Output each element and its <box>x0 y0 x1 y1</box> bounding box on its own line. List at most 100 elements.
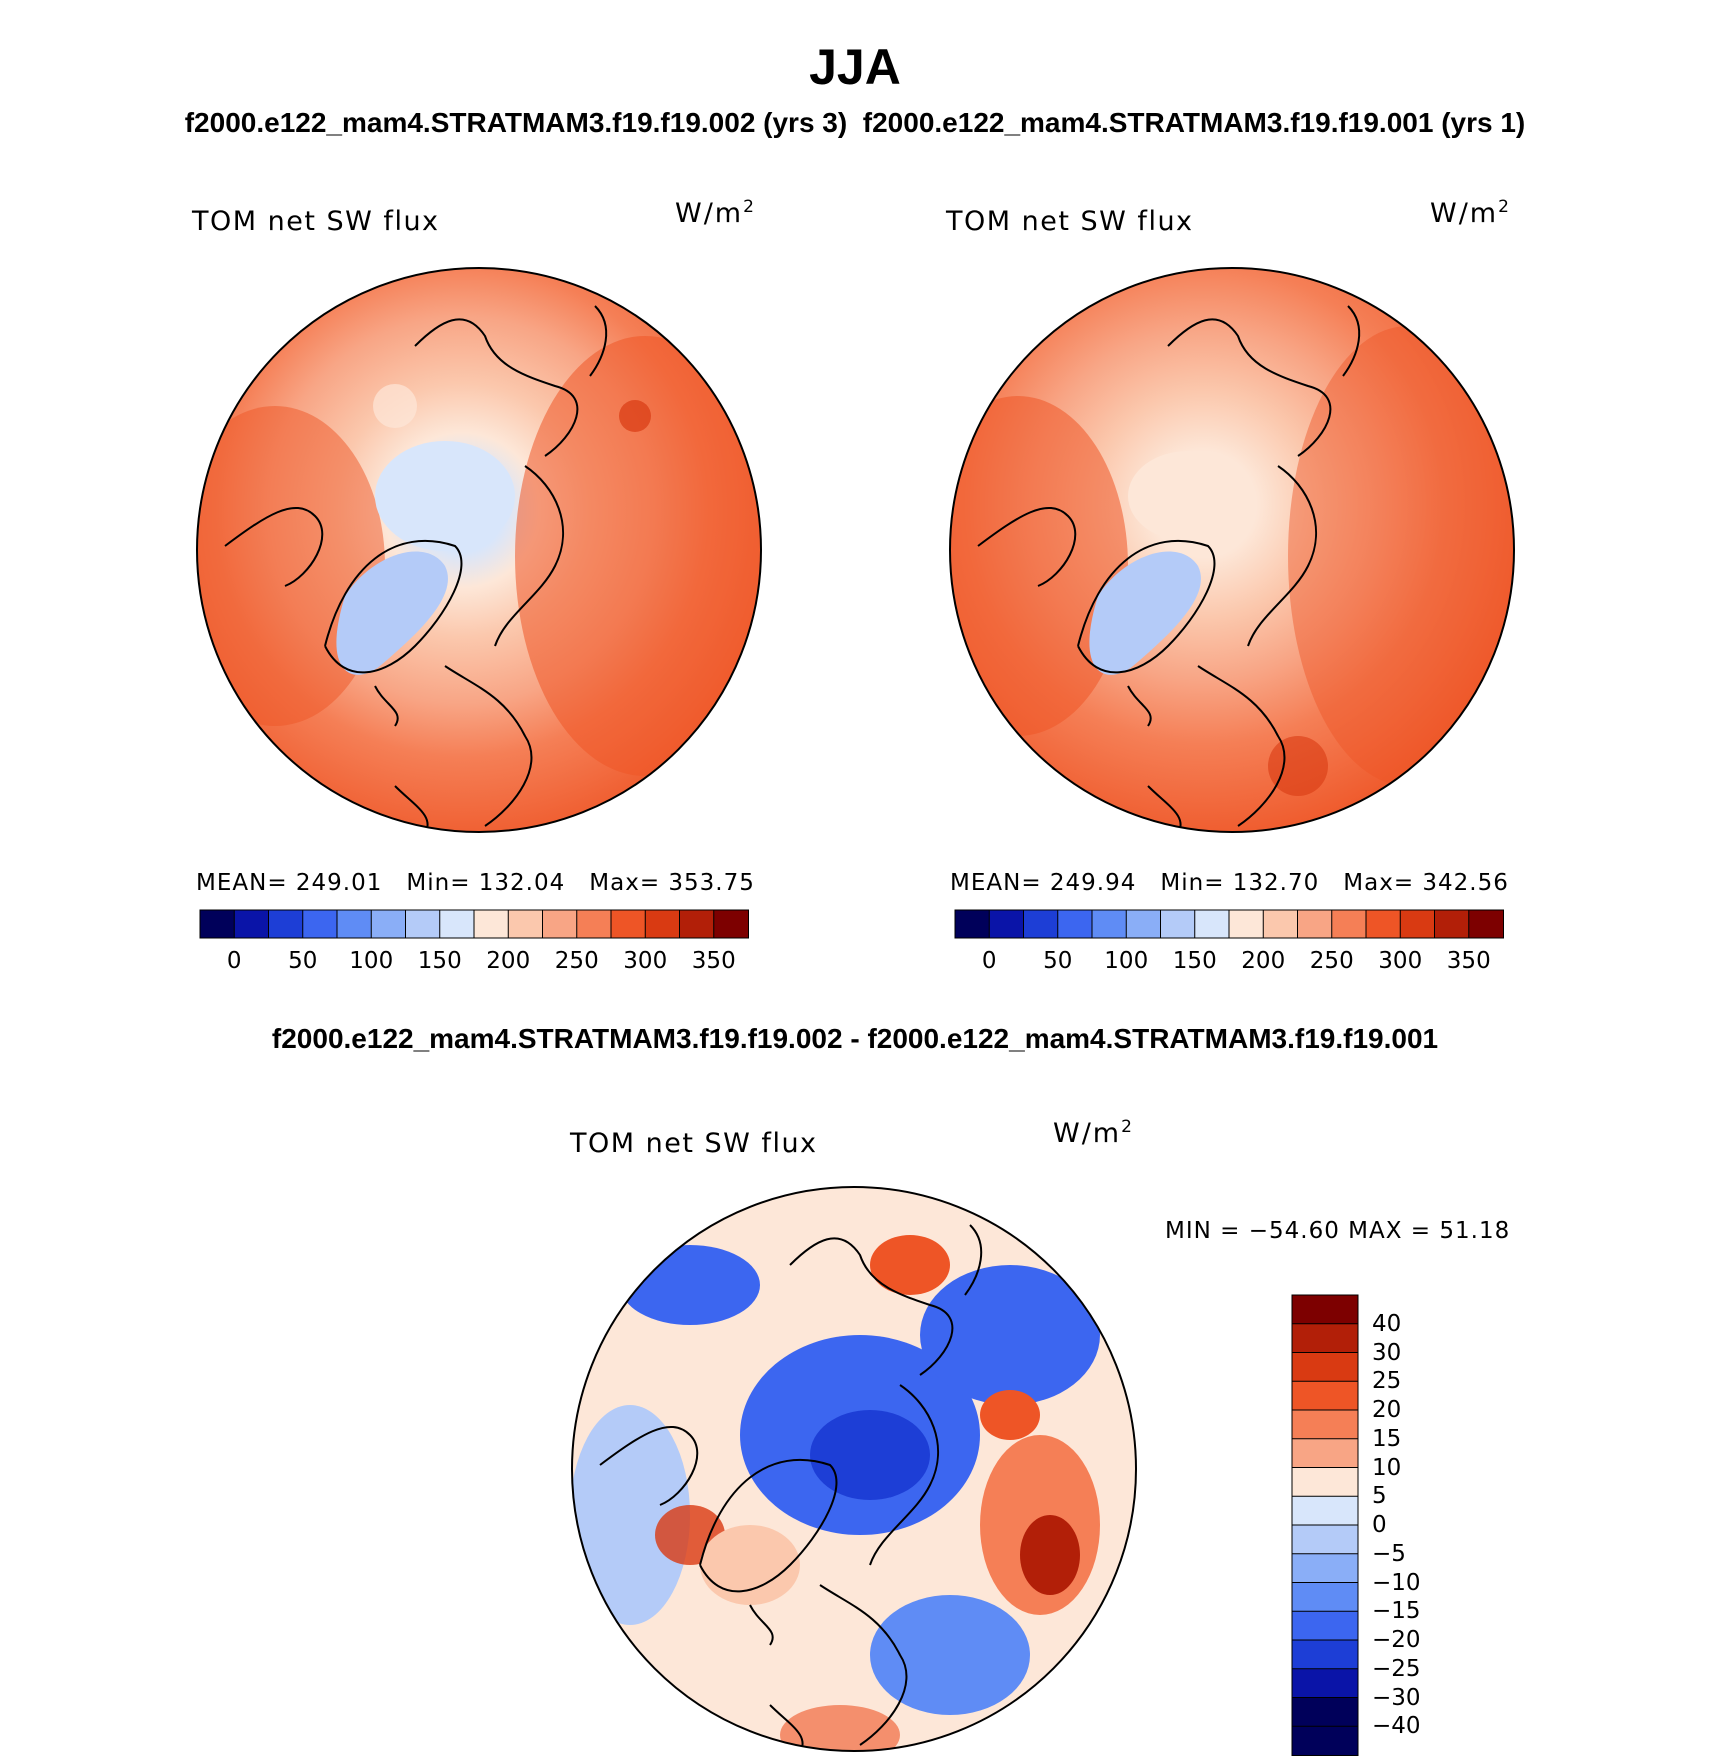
panel-1-max: Max= 353.75 <box>589 870 755 896</box>
panel-1-colorbar-swatch <box>507 909 544 939</box>
panel-2-colorbar-tick-label: 250 <box>1309 948 1354 974</box>
panel-3-coastlines <box>599 1224 983 1751</box>
panel-3-colorbar-swatch <box>1291 1495 1359 1526</box>
panel-2-max: Max= 342.56 <box>1343 870 1509 896</box>
panel-3-positive-n <box>870 1235 950 1295</box>
panel-2-warm-region <box>1288 326 1514 786</box>
panel-2-colorbar-swatch <box>1468 909 1504 939</box>
panel-2-colorbar-swatch <box>1434 909 1470 939</box>
panel-1-map-border <box>196 267 762 833</box>
panel-3-colorbar-swatch <box>1291 1582 1359 1613</box>
panel-2-arctic-region <box>1128 451 1248 541</box>
panel-3-colorbar-swatch <box>1291 1725 1359 1756</box>
panel-1-colorbar-swatch <box>713 909 749 939</box>
panel-1-colorbar-swatch <box>302 909 338 939</box>
panel-2-greenland-cold-region <box>1089 551 1201 675</box>
panel-3-colorbar-swatch <box>1291 1639 1359 1670</box>
panel-3-map <box>571 1186 1137 1752</box>
right-case-name: f2000.e122_mam4.STRATMAM3.f19.f19.001 (y… <box>862 107 1526 138</box>
panel-3-strong-positive-e <box>1020 1515 1080 1595</box>
panel-2-colorbar-swatch <box>1365 909 1402 939</box>
panel-2-patch <box>1268 736 1328 796</box>
panel-1-min: Min= 132.04 <box>406 870 566 896</box>
panel-3-negative-s <box>870 1595 1030 1715</box>
panel-3-colorbar-tick-label: −40 <box>1372 1713 1421 1740</box>
panel-2-coastlines <box>977 305 1361 832</box>
panel-1-colorbar-swatch <box>336 909 373 939</box>
panel-3-positive-ne <box>980 1390 1040 1440</box>
panel-1-variable: TOM net SW flux <box>192 206 440 237</box>
panel-3-colorbar-swatch <box>1291 1668 1359 1699</box>
panel-1-colorbar-swatch <box>268 909 304 939</box>
panel-3-colorbar-swatch <box>1291 1524 1359 1555</box>
panel-1-colorbar-tick-label: 350 <box>691 948 736 974</box>
panel-2-colorbar-tick-label: 0 <box>981 948 997 974</box>
panel-2-colorbar-swatch <box>988 909 1025 939</box>
panel-3-colorbar-swatch <box>1291 1438 1359 1469</box>
panel-3-colorbar-swatch <box>1291 1553 1359 1584</box>
panel-2-colorbar-swatch <box>1194 909 1230 939</box>
panel-1-arctic-cold-region <box>375 441 515 551</box>
panel-2-stats: MEAN= 249.94 Min= 132.70 Max= 342.56 <box>950 870 1533 896</box>
panel-1-colorbar-tick-label: 50 <box>288 948 318 974</box>
panel-2-colorbar-tick-label: 350 <box>1446 948 1491 974</box>
panel-1-mean: MEAN= 249.01 <box>196 870 383 896</box>
panel-2-mean: MEAN= 249.94 <box>950 870 1137 896</box>
panel-1-colorbar-swatch <box>644 909 681 939</box>
panel-3-colorbar-tick-label: 0 <box>1372 1512 1387 1538</box>
panel-3-positive-s <box>780 1705 900 1751</box>
panel-2-colorbar-swatch <box>1399 909 1436 939</box>
panel-2-colorbar-swatch <box>1091 909 1128 939</box>
panel-3-colorbar-swatch <box>1291 1697 1359 1728</box>
panel-2-colorbar-swatch <box>954 909 991 939</box>
panel-1-colorbar-tick-label: 150 <box>417 948 462 974</box>
panel-1-colorbar-swatch <box>473 909 510 939</box>
panel-1-colorbar <box>199 909 749 939</box>
panel-1-colorbar-swatch <box>233 909 270 939</box>
panel-2-colorbar-swatch <box>1331 909 1367 939</box>
panel-2-colorbar-swatch <box>1125 909 1162 939</box>
panel-3-colorbar-swatch <box>1291 1380 1359 1411</box>
panel-3-colorbar-tick-label: 15 <box>1372 1425 1402 1452</box>
panel-3-arctic-strong-negative <box>810 1410 930 1500</box>
panel-1-colorbar-swatch <box>199 909 236 939</box>
panel-2-colorbar-tick-label: 200 <box>1241 948 1286 974</box>
top-subtitle: f2000.e122_mam4.STRATMAM3.f19.f19.002 (y… <box>0 107 1710 139</box>
panel-2-colorbar-swatch <box>1160 909 1196 939</box>
panel-3-colorbar-tick-label: 5 <box>1372 1483 1387 1510</box>
panel-2-min: Min= 132.70 <box>1160 870 1320 896</box>
panel-1-units: W/m2 <box>675 197 756 229</box>
panel-1-stats: MEAN= 249.01 Min= 132.04 Max= 353.75 <box>196 870 779 896</box>
panel-2-colorbar <box>954 909 1504 939</box>
panel-2-colorbar-swatch <box>1023 909 1059 939</box>
panel-1-colorbar-swatch <box>370 909 407 939</box>
panel-2-colorbar-swatch <box>1057 909 1093 939</box>
panel-1-colorbar-swatch <box>405 909 441 939</box>
panel-2-variable: TOM net SW flux <box>946 206 1194 237</box>
panel-3-units: W/m2 <box>1053 1117 1134 1149</box>
panel-1-warm-region <box>515 336 761 776</box>
diff-subtitle: f2000.e122_mam4.STRATMAM3.f19.f19.002 - … <box>271 1023 1439 1054</box>
panel-3-colorbar-tick-label: −25 <box>1372 1655 1421 1682</box>
panel-3-variable: TOM net SW flux <box>570 1128 818 1159</box>
panel-3-colorbar-tick-label: 30 <box>1372 1339 1402 1366</box>
panel-1-warm-region-west <box>197 406 385 726</box>
panel-2-map-border <box>949 267 1515 833</box>
panel-3-colorbar-swatch <box>1291 1323 1359 1354</box>
panel-3-map-border <box>571 1186 1137 1752</box>
panel-1-colorbar-tick-label: 300 <box>623 948 668 974</box>
panel-2-units: W/m2 <box>1430 197 1511 229</box>
figure-title: JJA <box>809 39 901 95</box>
panel-3-greenland <box>700 1525 800 1605</box>
panel-3-colorbar-swatch <box>1291 1610 1359 1641</box>
panel-3-colorbar-tick-label: 25 <box>1372 1368 1402 1395</box>
panel-1-colorbar-tick-label: 200 <box>486 948 531 974</box>
panel-3-colorbar-tick-label: −5 <box>1372 1540 1406 1567</box>
panel-2-colorbar-swatch <box>1228 909 1265 939</box>
panel-2-colorbar-tick-label: 50 <box>1043 948 1073 974</box>
panel-3-colorbar-swatch <box>1291 1294 1359 1325</box>
panel-3-minmax: MIN = −54.60 MAX = 51.18 <box>1165 1218 1511 1244</box>
panel-2-warm-region-west <box>950 396 1128 736</box>
panel-3-colorbar-tick-label: 40 <box>1372 1310 1402 1337</box>
panel-3-colorbar-swatch <box>1291 1409 1359 1440</box>
